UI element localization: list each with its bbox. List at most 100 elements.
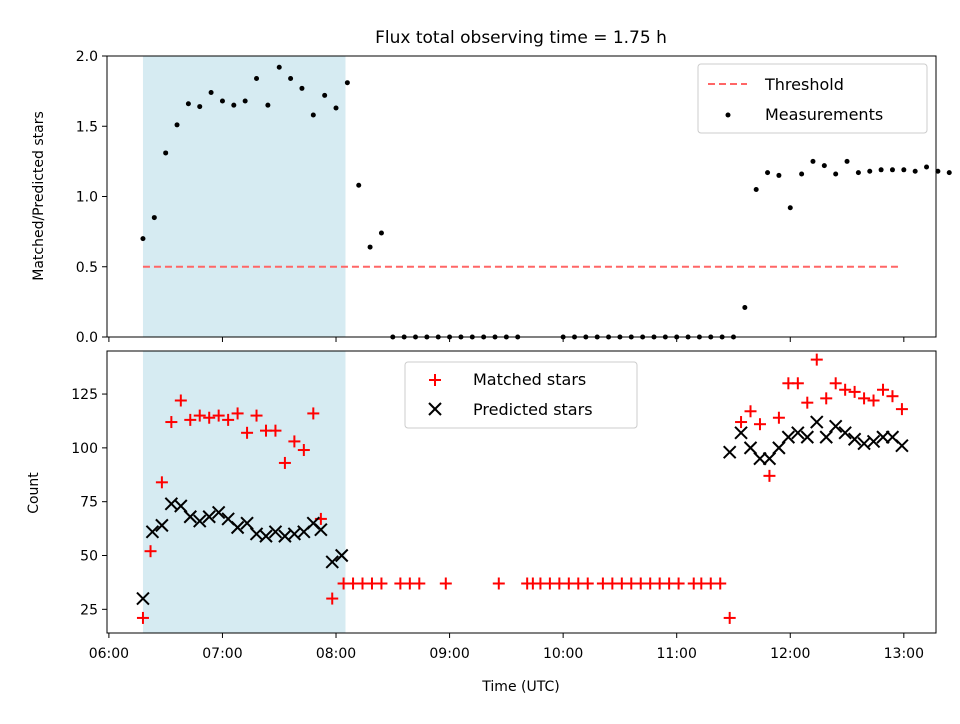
measurement-point bbox=[254, 75, 260, 81]
predicted-star-point bbox=[753, 451, 767, 466]
measurement-point bbox=[855, 170, 861, 176]
measurement-point bbox=[776, 172, 782, 178]
matched-star-point bbox=[297, 444, 310, 457]
matched-star-point bbox=[714, 577, 727, 590]
predicted-star-point bbox=[828, 419, 843, 434]
x-tick-label: 10:00 bbox=[543, 646, 583, 662]
measurement-point bbox=[787, 205, 793, 211]
measurement-point bbox=[276, 64, 282, 70]
matched-legend-marker bbox=[429, 374, 441, 386]
measurement-point bbox=[833, 171, 839, 177]
matched-star-point bbox=[848, 385, 861, 398]
measurement-point bbox=[799, 171, 805, 177]
matched-star-point bbox=[174, 394, 187, 407]
matched-star-point bbox=[212, 409, 225, 422]
bottom-legend: Matched stars Predicted stars bbox=[404, 361, 638, 429]
measurements-legend-marker bbox=[725, 112, 731, 118]
x-tick-label: 08:00 bbox=[316, 646, 356, 662]
matched-star-point bbox=[241, 426, 254, 439]
measurement-point bbox=[378, 230, 384, 236]
predicted-star-point bbox=[155, 518, 169, 533]
predicted-star-point bbox=[314, 522, 328, 537]
measurement-point bbox=[310, 112, 316, 118]
x-tick-label: 06:00 bbox=[89, 646, 129, 662]
predicted-star-point bbox=[762, 451, 777, 466]
measurement-point bbox=[288, 75, 294, 81]
matched-star-point bbox=[895, 403, 908, 416]
measurement-point bbox=[753, 186, 759, 192]
predicted-star-point bbox=[781, 430, 796, 444]
y-tick-label: 25 bbox=[80, 602, 98, 618]
measurement-point bbox=[344, 80, 350, 86]
predicted-star-point bbox=[722, 445, 737, 459]
predicted-star-point bbox=[810, 415, 824, 429]
top-y-axis-label: Matched/Predicted stars bbox=[31, 111, 47, 281]
matched-star-point bbox=[288, 435, 301, 448]
predicted-star-point bbox=[202, 510, 216, 524]
matched-star-point bbox=[801, 396, 814, 409]
bottom-panel-frame bbox=[106, 350, 937, 634]
measurement-point bbox=[821, 163, 827, 169]
measurement-point bbox=[197, 104, 203, 110]
matched-star-point bbox=[278, 456, 291, 469]
matched-star-point bbox=[839, 383, 852, 396]
predicted-star-point bbox=[791, 426, 805, 440]
matched-star-point bbox=[744, 405, 757, 418]
matched-star-point bbox=[375, 577, 388, 590]
matched-star-point bbox=[203, 411, 216, 424]
predicted-star-point bbox=[211, 505, 226, 520]
y-tick-label: 125 bbox=[71, 387, 98, 403]
matched-star-point bbox=[193, 409, 206, 422]
y-tick-label: 0.0 bbox=[76, 330, 98, 346]
predicted-star-point bbox=[866, 434, 881, 449]
top-panel: 0.00.51.01.52.0 Matched/Predicted stars … bbox=[31, 49, 952, 346]
measurement-point bbox=[174, 122, 180, 128]
measurement-point bbox=[299, 85, 305, 91]
measurement-point bbox=[946, 170, 952, 176]
predicted-star-point bbox=[772, 441, 786, 455]
matched-star-point bbox=[858, 392, 871, 405]
x-tick-label: 09:00 bbox=[429, 646, 469, 662]
y-tick-label: 2.0 bbox=[76, 49, 98, 65]
chart-title: Flux total observing time = 1.75 h bbox=[375, 28, 667, 48]
x-axis-label: Time (UTC) bbox=[481, 679, 559, 695]
matched-star-point bbox=[222, 413, 235, 426]
matched-star-point bbox=[492, 577, 505, 590]
measurement-point bbox=[878, 167, 884, 173]
predicted-star-point bbox=[895, 439, 909, 453]
x-tick-label: 07:00 bbox=[202, 646, 242, 662]
predicted-star-point bbox=[743, 441, 758, 455]
y-tick-label: 1.5 bbox=[76, 119, 98, 135]
predicted-star-point bbox=[183, 510, 197, 524]
measurement-point bbox=[867, 168, 873, 174]
matched-star-point bbox=[820, 392, 833, 405]
predicted-star-point bbox=[847, 432, 862, 446]
measurement-point bbox=[901, 167, 907, 173]
matched-star-point bbox=[810, 353, 823, 366]
threshold-legend-label: Threshold bbox=[764, 75, 844, 94]
matched-star-point bbox=[672, 577, 685, 590]
top-legend-box bbox=[697, 63, 928, 134]
measurement-point bbox=[185, 101, 191, 107]
matched-star-point bbox=[867, 394, 880, 407]
measurement-point bbox=[924, 164, 930, 170]
measurement-point bbox=[242, 98, 248, 104]
matched-star-point bbox=[735, 416, 748, 429]
matched-star-point bbox=[231, 407, 244, 420]
predicted-star-point bbox=[268, 525, 283, 539]
matched-star-point bbox=[753, 418, 766, 431]
measurement-point bbox=[231, 102, 237, 108]
predicted-star-point bbox=[145, 525, 160, 539]
predicted-star-point bbox=[230, 520, 245, 535]
measurement-point bbox=[208, 90, 214, 96]
x-tick-label: 12:00 bbox=[770, 646, 810, 662]
predicted-star-point bbox=[325, 555, 339, 569]
measurement-point bbox=[935, 168, 941, 174]
predicted-star-point bbox=[334, 548, 349, 563]
measurement-point bbox=[367, 244, 373, 250]
matched-star-point bbox=[439, 577, 452, 590]
matched-star-point bbox=[413, 577, 426, 590]
predicted-star-point bbox=[174, 499, 188, 513]
predicted-star-point bbox=[240, 516, 254, 530]
